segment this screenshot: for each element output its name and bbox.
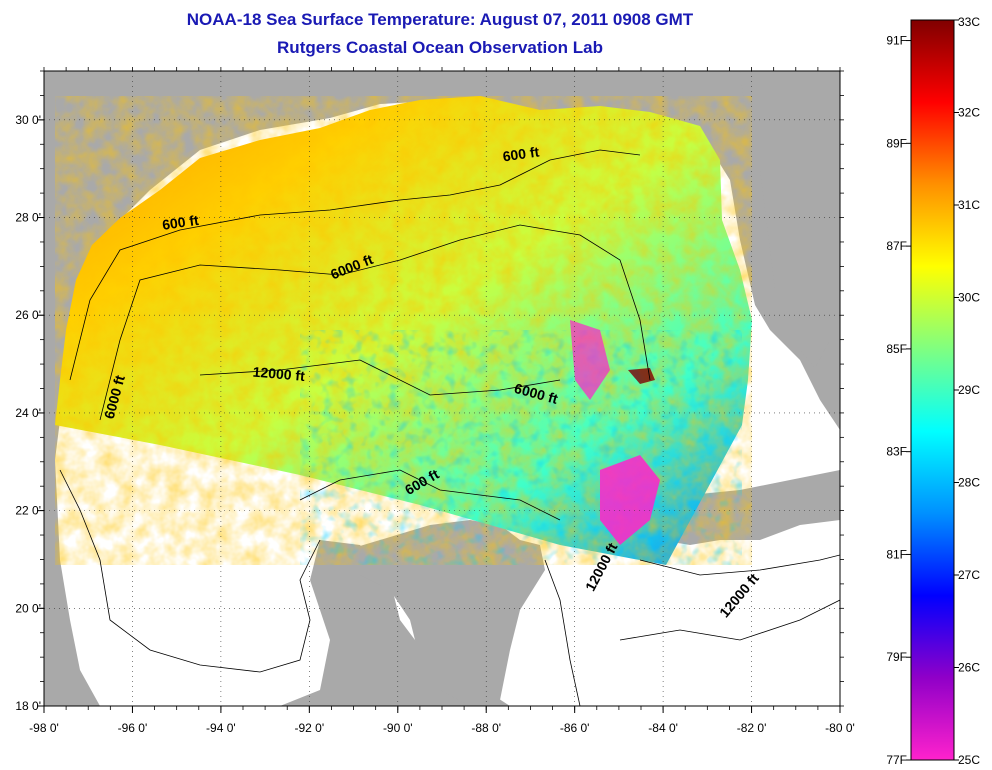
- lon-tick-label: -86 0': [560, 721, 590, 735]
- lat-tick-label: 28 0': [15, 211, 41, 225]
- lon-tick-label: -80 0': [825, 721, 855, 735]
- contour-600ft: [69, 149, 641, 381]
- lat-tick-label: 30 0': [15, 113, 41, 127]
- colorbar-gradient: [910, 19, 955, 761]
- contour-label: 600 ft: [161, 212, 200, 233]
- contour-caribbean: [639, 554, 840, 576]
- colorbar-celsius-label: 33C: [958, 15, 980, 29]
- cold-patch: [600, 455, 660, 545]
- colorbar-celsius-label: 30C: [958, 291, 980, 305]
- lon-tick-label: -98 0': [29, 721, 59, 735]
- colorbar-fahrenheit-label: 89F: [886, 136, 907, 150]
- bathymetry-contours: [59, 149, 840, 706]
- colorbar-celsius-label: 29C: [958, 383, 980, 397]
- contour-6000ft: [99, 224, 651, 421]
- lat-tick-label: 18 0': [15, 699, 41, 713]
- colorbar-celsius-label: 28C: [958, 476, 980, 490]
- contour-label: 600 ft: [502, 143, 541, 164]
- colorbar-fahrenheit-label: 77F: [886, 753, 907, 767]
- lat-tick-label: 22 0': [15, 504, 41, 518]
- map-title: NOAA-18 Sea Surface Temperature: August …: [186, 10, 694, 29]
- map-subtitle: Rutgers Coastal Ocean Observation Lab: [277, 38, 603, 57]
- lat-tick-label: 26 0': [15, 308, 41, 322]
- contour-label: 12000 ft: [252, 364, 306, 385]
- lat-tick-label: 20 0': [15, 601, 41, 615]
- colorbar-fahrenheit-label: 87F: [886, 239, 907, 253]
- lon-tick-label: -92 0': [295, 721, 325, 735]
- lon-tick-label: -82 0': [737, 721, 767, 735]
- lon-tick-label: -84 0': [648, 721, 678, 735]
- colorbar-celsius-label: 31C: [958, 198, 980, 212]
- contour-12000ft-south: [544, 559, 581, 706]
- colorbar-fahrenheit-label: 85F: [886, 342, 907, 356]
- yucatan-land: [330, 520, 545, 706]
- contour-caribbean-2: [619, 599, 840, 641]
- colorbar-fahrenheit-label: 81F: [886, 547, 907, 561]
- warm-patch: [628, 368, 655, 384]
- axis-ticks: [37, 67, 844, 713]
- colorbar-fahrenheit-label: 91F: [886, 34, 907, 48]
- axis-tick-labels: -98 0' -96 0' -94 0' -92 0' -90 0' -88 0' -86 …: [15, 113, 854, 735]
- lon-tick-label: -90 0': [383, 721, 413, 735]
- colorbar-fahrenheit-label: 83F: [886, 445, 907, 459]
- lon-tick-label: -88 0': [471, 721, 501, 735]
- cold-patch: [570, 320, 610, 400]
- lon-tick-label: -94 0': [206, 721, 236, 735]
- florida-land: [740, 71, 840, 368]
- colorbar-celsius-label: 25C: [958, 753, 980, 767]
- colorbar-fahrenheit-label: 79F: [886, 650, 907, 664]
- lon-tick-label: -96 0': [118, 721, 148, 735]
- colorbar-celsius-label: 32C: [958, 106, 980, 120]
- colorbar-celsius-label: 26C: [958, 661, 980, 675]
- contour-12000ft: [199, 359, 561, 396]
- contour-600ft-yucatan: [299, 469, 561, 521]
- contour-coast-west: [59, 469, 321, 673]
- lat-tick-label: 24 0': [15, 406, 41, 420]
- colorbar-celsius-label: 27C: [958, 568, 980, 582]
- colorbar: 33C 32C 31C 30C 29C 28C 27C 26C 25C 91F 89F 87F 85F 8…: [886, 15, 980, 767]
